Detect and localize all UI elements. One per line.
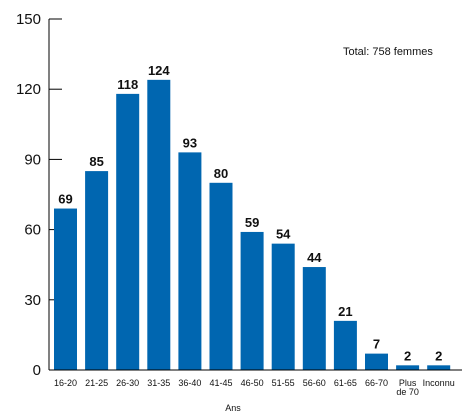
y-axis: 0 30 60 90 120 150 [16, 11, 62, 379]
x-tick-label: 46-50 [241, 378, 264, 388]
x-tick-label: 56-60 [303, 378, 326, 388]
x-tick-label: 61-65 [334, 378, 357, 388]
y-tick-label: 120 [16, 81, 41, 98]
x-tick-label: 36-40 [178, 378, 201, 388]
data-label: 7 [373, 337, 380, 352]
data-label: 80 [214, 166, 228, 181]
bar [240, 231, 264, 370]
bar [54, 208, 77, 370]
x-tick-label: 16-20 [54, 378, 77, 388]
data-label: 118 [117, 77, 138, 92]
bar [147, 79, 171, 370]
data-label: 2 [435, 348, 442, 363]
x-axis-label: Ans [225, 403, 241, 413]
data-label: 2 [404, 348, 411, 363]
bars: 69 85 118 124 93 80 59 54 44 21 7 2 2 [54, 63, 451, 370]
data-label: 54 [276, 227, 291, 242]
data-label: 21 [338, 304, 352, 319]
y-tick-label: 90 [24, 151, 41, 168]
data-label: 59 [245, 215, 259, 230]
data-label: 93 [183, 135, 197, 150]
x-tick-label: 41-45 [209, 378, 232, 388]
total-annotation: Total: 758 femmes [343, 46, 433, 58]
bar [302, 267, 326, 370]
x-tick-label: 66-70 [365, 378, 388, 388]
y-tick-label: 0 [33, 362, 41, 379]
x-tick-label: Inconnu [423, 378, 455, 388]
x-tick-label: 31-35 [147, 378, 170, 388]
x-tick-label: Plus de 70 [396, 378, 419, 397]
bar [116, 93, 140, 370]
data-label: 69 [58, 192, 72, 207]
y-tick-label: 150 [16, 11, 41, 28]
bar [209, 182, 233, 370]
bar [85, 171, 109, 370]
x-axis: 16-20 21-25 26-30 31-35 36-40 41-45 46-50 51-55… [49, 369, 462, 397]
x-tick-label: 51-55 [272, 378, 295, 388]
bar [396, 365, 420, 370]
data-label: 44 [307, 250, 322, 265]
x-tick-label: 26-30 [116, 378, 139, 388]
bar [271, 243, 295, 370]
bar [427, 365, 451, 370]
bar [178, 152, 202, 370]
data-label: 85 [89, 154, 103, 169]
y-tick-label: 60 [24, 222, 41, 239]
y-tick-label: 30 [24, 292, 41, 309]
x-tick-label: 21-25 [85, 378, 108, 388]
data-label: 124 [148, 63, 170, 78]
bar [333, 320, 357, 370]
bar [365, 353, 388, 370]
